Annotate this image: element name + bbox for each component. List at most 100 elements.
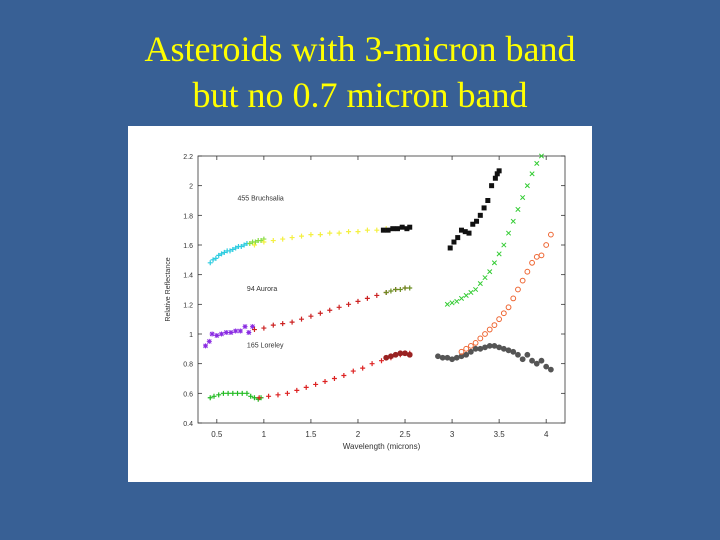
x-tick-label: 2 <box>356 430 361 439</box>
data-point <box>477 345 484 352</box>
data-point <box>230 246 236 252</box>
data-point <box>256 395 262 401</box>
data-point <box>492 175 498 181</box>
data-point <box>299 233 305 239</box>
data-point <box>308 232 314 238</box>
data-point <box>486 326 493 333</box>
data-point <box>216 392 222 398</box>
data-point <box>303 384 309 390</box>
data-series <box>207 241 250 266</box>
data-point <box>520 194 526 201</box>
data-point <box>510 218 516 224</box>
y-tick-label: 1.4 <box>183 273 193 280</box>
data-point <box>500 310 507 317</box>
data-point <box>237 328 243 334</box>
data-point <box>491 342 498 349</box>
data-point <box>235 390 241 396</box>
reflectance-chart: 0.5 1 1.5 2 2.5 3 3.5 4 0.4 0.6 0.8 1 1.2 1.4 1.6 1.8 2 2… <box>165 153 566 451</box>
data-point <box>242 324 248 330</box>
data-point <box>266 393 272 399</box>
data-point <box>519 356 526 363</box>
data-point <box>496 251 502 257</box>
data-point <box>219 251 225 257</box>
data-point <box>322 378 328 384</box>
data-point <box>447 245 453 251</box>
data-series <box>207 390 264 402</box>
data-point <box>487 269 493 275</box>
data-point <box>470 221 476 227</box>
data-series <box>458 231 554 355</box>
data-point <box>251 242 257 248</box>
data-point <box>529 171 535 177</box>
data-point <box>214 332 220 338</box>
data-point <box>280 321 286 327</box>
data-point <box>494 171 500 177</box>
data-point <box>477 281 483 287</box>
data-point <box>346 229 352 235</box>
data-point <box>261 325 267 331</box>
data-point <box>270 322 276 328</box>
y-tick-label: 1.2 <box>183 302 193 309</box>
data-point <box>360 365 366 371</box>
data-point <box>284 390 290 396</box>
data-series <box>383 350 413 361</box>
data-point <box>374 227 380 233</box>
data-point <box>246 330 252 336</box>
data-point <box>543 242 550 248</box>
data-point <box>233 245 239 251</box>
data-point <box>239 390 245 396</box>
data-point <box>225 390 231 396</box>
data-point <box>515 206 521 212</box>
y-tick-label: 1.8 <box>183 213 193 220</box>
data-point <box>496 316 503 323</box>
data-point <box>227 248 233 254</box>
data-point <box>261 239 267 245</box>
data-point <box>467 342 474 349</box>
x-tick-label: 1.5 <box>305 430 317 439</box>
data-point <box>364 227 370 233</box>
data-point <box>275 392 281 398</box>
data-point <box>477 335 484 342</box>
data-point <box>524 268 531 275</box>
data-point <box>270 238 276 244</box>
data-point <box>538 153 545 159</box>
data-point <box>515 286 521 293</box>
title-line-1: Asteroids with 3-micron band <box>144 29 576 69</box>
data-point <box>519 277 526 284</box>
data-point <box>453 354 460 361</box>
data-point <box>336 230 342 236</box>
data-point <box>402 350 408 357</box>
data-point <box>397 350 404 357</box>
data-point <box>538 357 545 364</box>
data-point <box>458 295 465 301</box>
data-point <box>207 395 213 401</box>
y-tick-label: 1.6 <box>183 243 193 250</box>
data-point <box>435 353 441 360</box>
x-tick-label: 3 <box>450 430 455 439</box>
data-point <box>385 227 391 233</box>
data-point <box>294 387 300 393</box>
data-point <box>379 358 384 364</box>
x-tick-label: 1 <box>262 430 267 439</box>
annotation-label: 165 Loreley <box>247 342 284 349</box>
data-point <box>213 255 219 261</box>
data-point <box>252 239 258 245</box>
data-point <box>341 373 347 379</box>
data-point <box>496 168 502 174</box>
data-point <box>313 381 319 387</box>
data-point <box>463 292 469 298</box>
data-point <box>388 288 394 294</box>
data-point <box>374 292 380 298</box>
data-series <box>251 226 389 248</box>
y-tick-label: 0.6 <box>183 391 193 398</box>
data-point <box>299 316 305 322</box>
data-point <box>505 304 512 311</box>
data-point <box>501 242 507 248</box>
data-point <box>209 331 215 337</box>
data-point <box>407 285 413 291</box>
data-point <box>327 230 333 236</box>
data-point <box>238 243 244 249</box>
data-point <box>458 227 464 233</box>
data-point <box>364 295 370 301</box>
data-point <box>455 235 461 241</box>
